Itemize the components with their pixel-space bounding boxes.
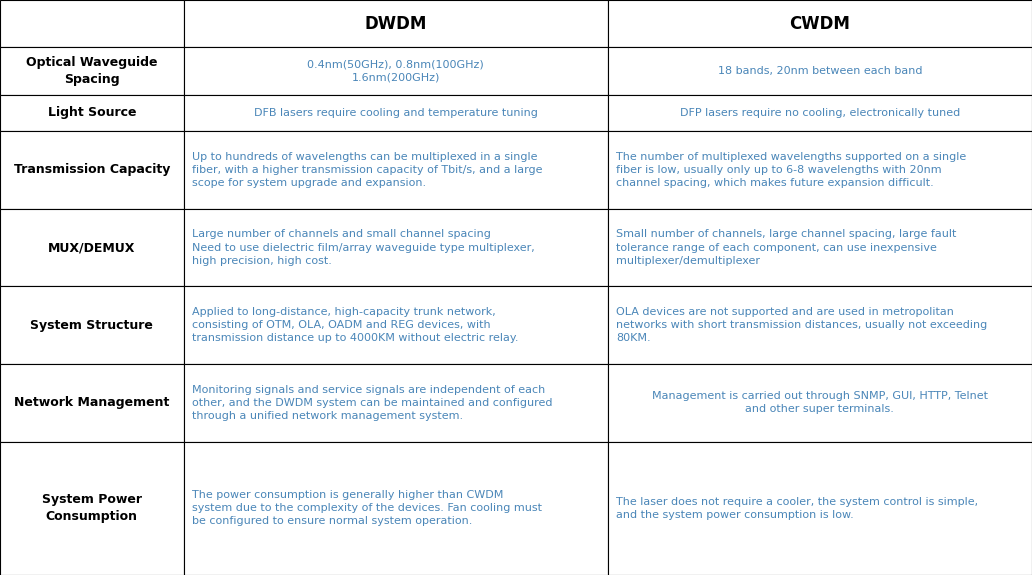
Bar — [608, 209, 1032, 286]
Text: DFB lasers require cooling and temperature tuning: DFB lasers require cooling and temperatu… — [254, 108, 538, 118]
Text: System Power
Consumption: System Power Consumption — [42, 493, 141, 523]
Bar — [608, 131, 1032, 209]
Bar — [608, 286, 1032, 364]
Bar — [608, 0, 1032, 47]
Text: 18 bands, 20nm between each band: 18 bands, 20nm between each band — [717, 66, 923, 76]
Text: Applied to long-distance, high-capacity trunk network,
consisting of OTM, OLA, O: Applied to long-distance, high-capacity … — [192, 307, 518, 343]
Bar — [0, 47, 184, 95]
Text: The power consumption is generally higher than CWDM
system due to the complexity: The power consumption is generally highe… — [192, 490, 542, 527]
Text: Monitoring signals and service signals are independent of each
other, and the DW: Monitoring signals and service signals a… — [192, 385, 552, 421]
Text: Optical Waveguide
Spacing: Optical Waveguide Spacing — [26, 56, 158, 86]
Bar — [0, 0, 184, 47]
Text: Transmission Capacity: Transmission Capacity — [13, 163, 170, 177]
Text: OLA devices are not supported and are used in metropolitan
networks with short t: OLA devices are not supported and are us… — [616, 307, 988, 343]
Bar — [0, 209, 184, 286]
Bar — [608, 47, 1032, 95]
Bar — [0, 364, 184, 442]
Bar — [608, 95, 1032, 131]
Bar — [184, 442, 608, 575]
Text: 0.4nm(50GHz), 0.8nm(100GHz)
1.6nm(200GHz): 0.4nm(50GHz), 0.8nm(100GHz) 1.6nm(200GHz… — [308, 59, 484, 83]
Bar — [184, 364, 608, 442]
Bar — [184, 209, 608, 286]
Text: System Structure: System Structure — [30, 319, 154, 332]
Bar — [184, 286, 608, 364]
Text: DFP lasers require no cooling, electronically tuned: DFP lasers require no cooling, electroni… — [680, 108, 960, 118]
Bar — [0, 131, 184, 209]
Text: Light Source: Light Source — [47, 106, 136, 120]
Text: The number of multiplexed wavelengths supported on a single
fiber is low, usuall: The number of multiplexed wavelengths su… — [616, 152, 966, 188]
Bar — [184, 47, 608, 95]
Bar — [184, 131, 608, 209]
Bar — [608, 442, 1032, 575]
Text: Small number of channels, large channel spacing, large fault
tolerance range of : Small number of channels, large channel … — [616, 229, 957, 266]
Text: Up to hundreds of wavelengths can be multiplexed in a single
fiber, with a highe: Up to hundreds of wavelengths can be mul… — [192, 152, 543, 188]
Bar — [608, 364, 1032, 442]
Bar — [0, 95, 184, 131]
Bar — [184, 0, 608, 47]
Text: DWDM: DWDM — [364, 14, 427, 33]
Text: MUX/DEMUX: MUX/DEMUX — [49, 241, 135, 254]
Text: CWDM: CWDM — [789, 14, 850, 33]
Text: Network Management: Network Management — [14, 396, 169, 409]
Bar — [184, 95, 608, 131]
Bar — [0, 286, 184, 364]
Text: Large number of channels and small channel spacing
Need to use dielectric film/a: Large number of channels and small chann… — [192, 229, 535, 266]
Text: The laser does not require a cooler, the system control is simple,
and the syste: The laser does not require a cooler, the… — [616, 497, 978, 520]
Bar — [0, 442, 184, 575]
Text: Management is carried out through SNMP, GUI, HTTP, Telnet
and other super termin: Management is carried out through SNMP, … — [652, 391, 988, 415]
